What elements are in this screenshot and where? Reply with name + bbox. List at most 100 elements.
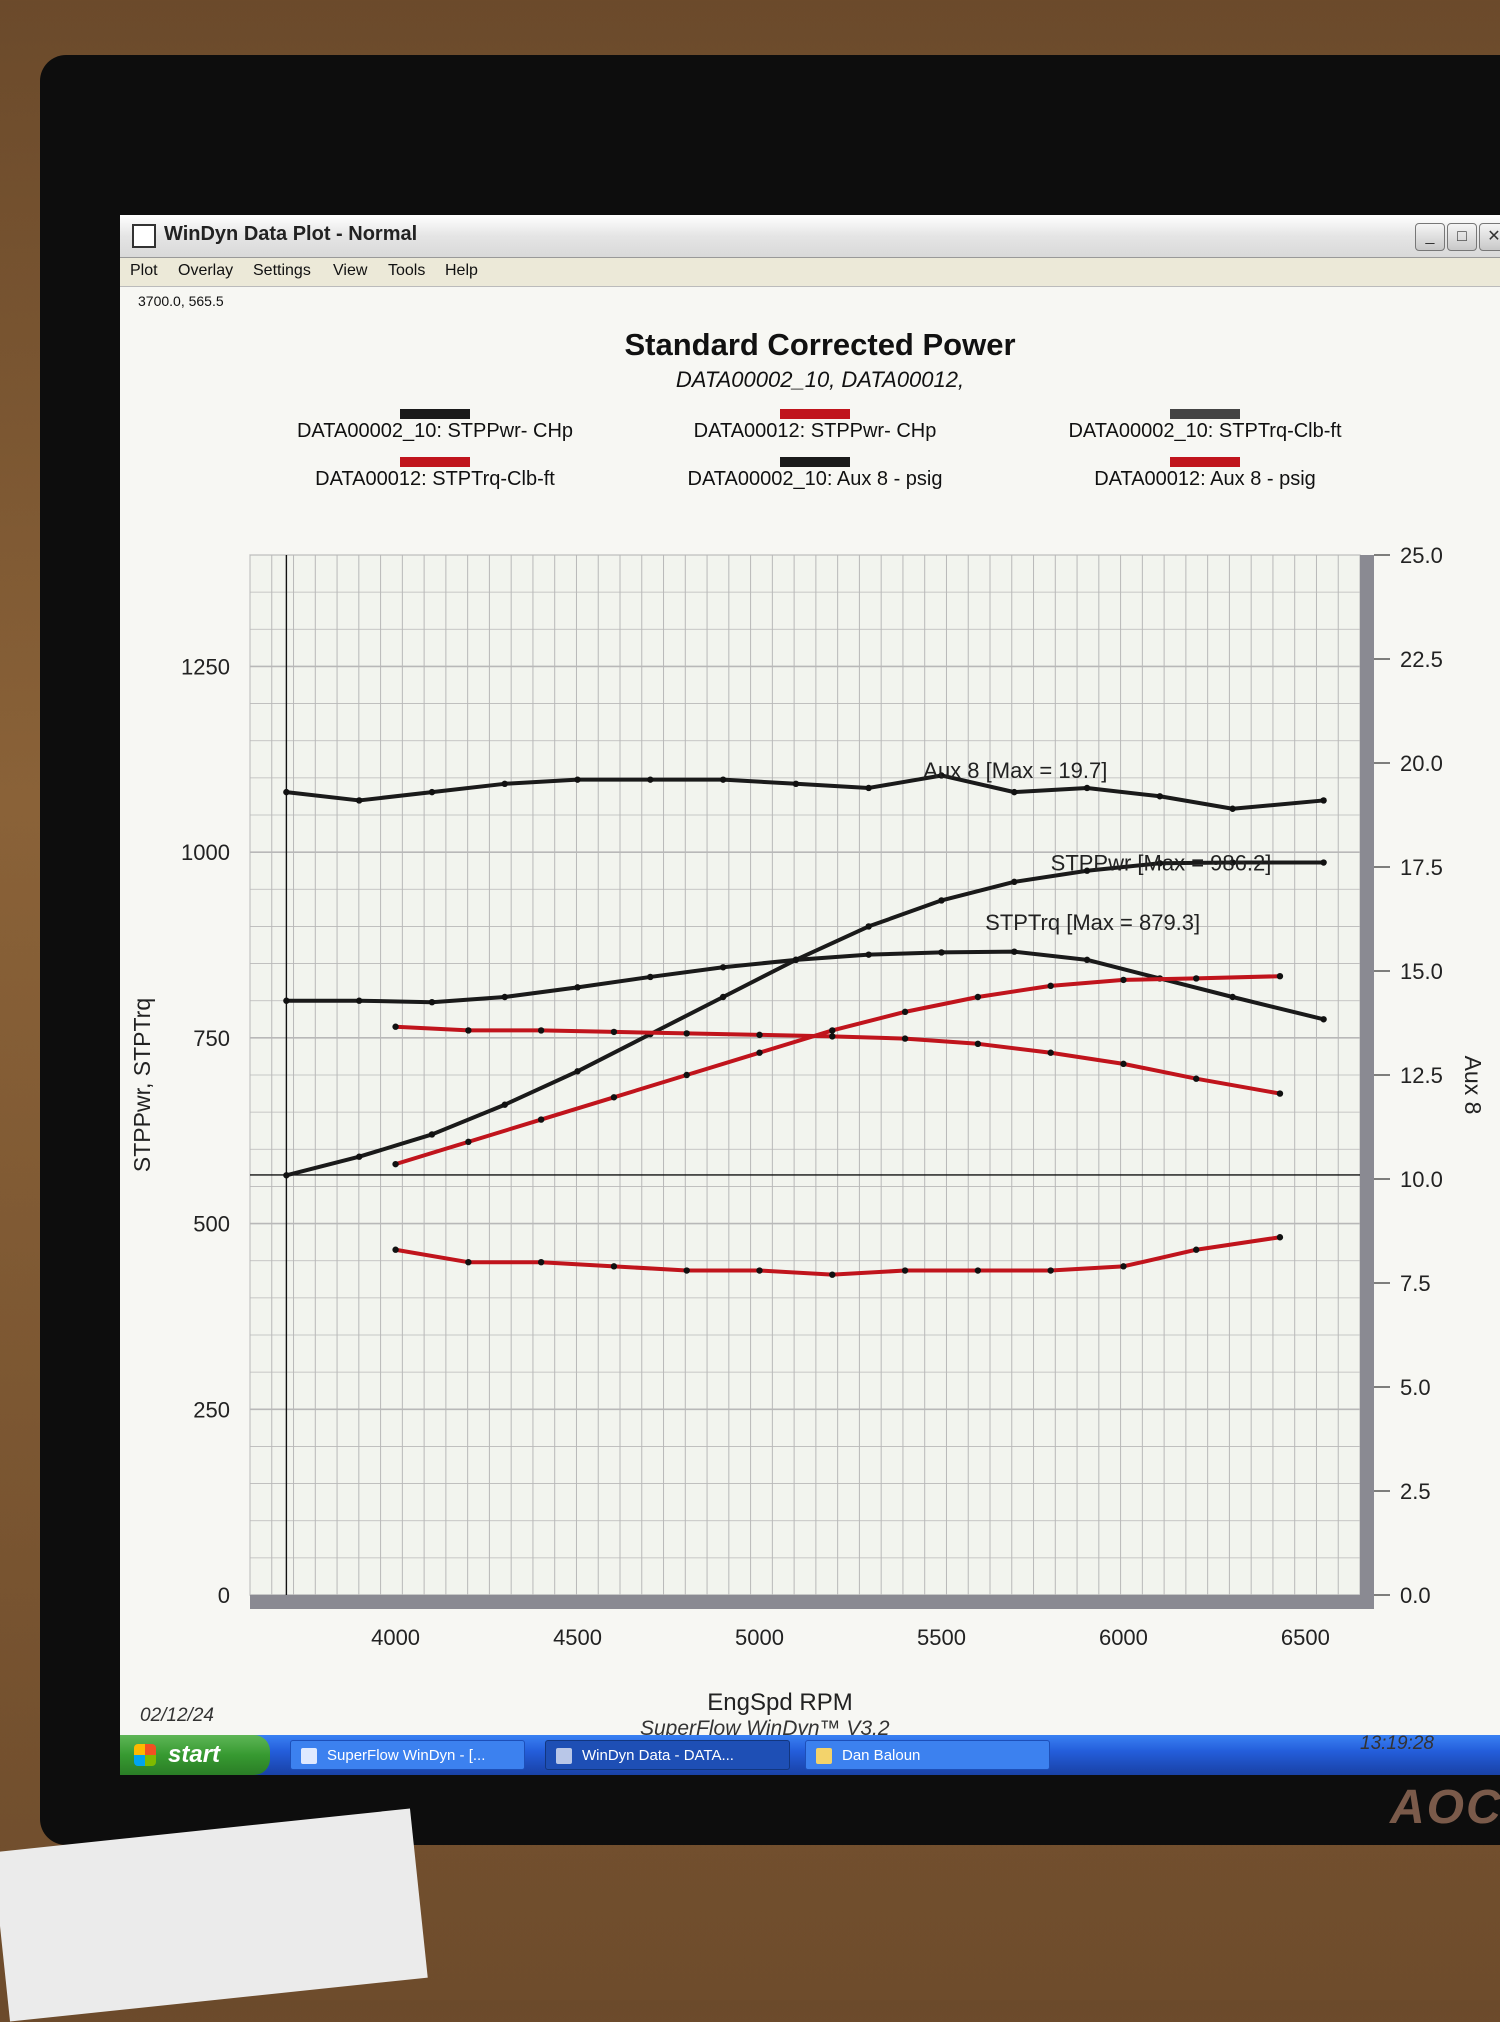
- data-point: [1011, 788, 1018, 796]
- start-button[interactable]: start: [120, 1735, 270, 1775]
- menu-overlay[interactable]: Overlay: [178, 262, 234, 279]
- menu-settings[interactable]: Settings: [253, 262, 311, 279]
- data-point: [428, 999, 436, 1006]
- data-point: [610, 1028, 618, 1036]
- data-point: [1320, 1016, 1327, 1023]
- y2-tick-label: 2.5: [1400, 1479, 1431, 1504]
- taskbar-item-superflow[interactable]: SuperFlow WinDyn - [...: [290, 1740, 525, 1770]
- data-point: [865, 923, 872, 930]
- data-point: [938, 949, 945, 956]
- data-point: [1193, 975, 1200, 982]
- taskbar-item-folder[interactable]: Dan Baloun: [805, 1740, 1050, 1770]
- legend-swatch: [780, 457, 850, 467]
- data-point: [1083, 784, 1091, 792]
- taskbar: start SuperFlow WinDyn - [... WinDyn Dat…: [120, 1735, 1500, 1775]
- legend-label: DATA00012: STPTrq-Clb-ft: [315, 468, 555, 490]
- data-point: [647, 973, 654, 981]
- maximize-button[interactable]: □: [1447, 223, 1477, 251]
- legend-swatch: [780, 409, 850, 419]
- data-point: [1083, 867, 1091, 874]
- data-point: [792, 956, 800, 964]
- data-point: [719, 964, 727, 971]
- data-point: [501, 993, 508, 1001]
- x-tick-label: 5500: [917, 1625, 966, 1650]
- data-point: [501, 1101, 508, 1108]
- data-point: [1120, 1263, 1127, 1270]
- data-point: [1047, 1049, 1054, 1056]
- data-point: [1320, 797, 1327, 804]
- menu-view[interactable]: View: [333, 262, 368, 279]
- series-max-annotation: STPTrq [Max = 879.3]: [985, 910, 1200, 935]
- data-point: [1193, 1246, 1200, 1253]
- taskbar-item-windyn-data[interactable]: WinDyn Data - DATA...: [545, 1740, 790, 1770]
- menu-help[interactable]: Help: [445, 262, 478, 279]
- x-tick-label: 5000: [735, 1625, 784, 1650]
- windows-logo-icon: [134, 1744, 156, 1766]
- data-point: [574, 776, 581, 783]
- data-point: [392, 1160, 399, 1168]
- cursor-readout: 3700.0, 565.5: [138, 293, 224, 309]
- data-point: [865, 951, 872, 958]
- data-point: [1120, 976, 1127, 984]
- data-point: [465, 1259, 472, 1266]
- data-point: [465, 1027, 472, 1034]
- data-point: [501, 780, 508, 787]
- data-point: [428, 1131, 436, 1138]
- data-point: [683, 1030, 690, 1037]
- y2-tick-label: 12.5: [1400, 1063, 1443, 1088]
- data-point: [683, 1267, 690, 1274]
- data-point: [1229, 993, 1236, 1001]
- menu-bar: Plot Overlay Settings View Tools Help: [120, 258, 1500, 287]
- data-point: [792, 780, 800, 787]
- close-button[interactable]: ✕: [1479, 223, 1500, 251]
- legend-swatch: [400, 409, 470, 419]
- minimize-button[interactable]: _: [1415, 223, 1445, 251]
- data-point: [610, 1094, 618, 1101]
- dyno-chart[interactable]: Standard Corrected Power DATA00002_10, D…: [120, 285, 1500, 1735]
- monitor-bezel: WinDyn Data Plot - Normal _ □ ✕ Plot Ove…: [40, 55, 1500, 1845]
- legend-label: DATA00002_10: STPTrq-Clb-ft: [1068, 420, 1342, 442]
- chart-subtitle: DATA00002_10, DATA00012,: [676, 367, 964, 392]
- y2-tick-label: 0.0: [1400, 1583, 1431, 1608]
- title-bar[interactable]: WinDyn Data Plot - Normal _ □ ✕: [120, 215, 1500, 258]
- data-point: [901, 1267, 909, 1274]
- data-point: [283, 788, 290, 796]
- data-point: [1156, 793, 1164, 800]
- data-point: [1320, 859, 1327, 866]
- menu-plot[interactable]: Plot: [130, 262, 158, 279]
- data-point: [574, 984, 581, 991]
- data-point: [683, 1071, 690, 1079]
- data-point: [355, 797, 363, 804]
- y2-tick-label: 7.5: [1400, 1271, 1431, 1296]
- start-label: start: [168, 1741, 221, 1768]
- legend-label: DATA00012: Aux 8 - psig: [1094, 468, 1316, 490]
- data-point: [719, 993, 727, 1001]
- data-point: [756, 1031, 763, 1039]
- data-point: [1083, 956, 1091, 964]
- x-tick-label: 4000: [371, 1625, 420, 1650]
- data-point: [283, 1172, 290, 1179]
- footer-date: 02/12/24: [140, 1705, 214, 1726]
- y2-axis-bar: [1360, 555, 1374, 1609]
- menu-tools[interactable]: Tools: [388, 262, 426, 279]
- data-point: [974, 1040, 982, 1047]
- x-tick-label: 6000: [1099, 1625, 1148, 1650]
- y-tick-label: 500: [193, 1212, 230, 1237]
- data-point: [719, 776, 727, 783]
- data-point: [1229, 859, 1236, 866]
- data-point: [537, 1027, 545, 1034]
- data-point: [974, 993, 982, 1001]
- data-point: [756, 1267, 763, 1274]
- taskbar-item-label: Dan Baloun: [842, 1747, 921, 1764]
- legend-label: DATA00002_10: Aux 8 - psig: [688, 468, 943, 490]
- footer-product: SuperFlow WinDyn™ V3.2: [640, 1717, 890, 1740]
- series-max-annotation: Aux 8 [Max = 19.7]: [923, 758, 1107, 783]
- data-point: [1047, 982, 1054, 990]
- data-point: [1120, 1060, 1127, 1068]
- legend-swatch: [1170, 457, 1240, 467]
- y-axis-label: STPPwr, STPTrq: [129, 998, 155, 1172]
- y2-tick-label: 10.0: [1400, 1167, 1443, 1192]
- chart-legend: DATA00002_10: STPPwr- CHp DATA00012: STPP…: [297, 409, 1342, 490]
- y-tick-label: 750: [193, 1026, 230, 1051]
- data-point: [1276, 1090, 1284, 1097]
